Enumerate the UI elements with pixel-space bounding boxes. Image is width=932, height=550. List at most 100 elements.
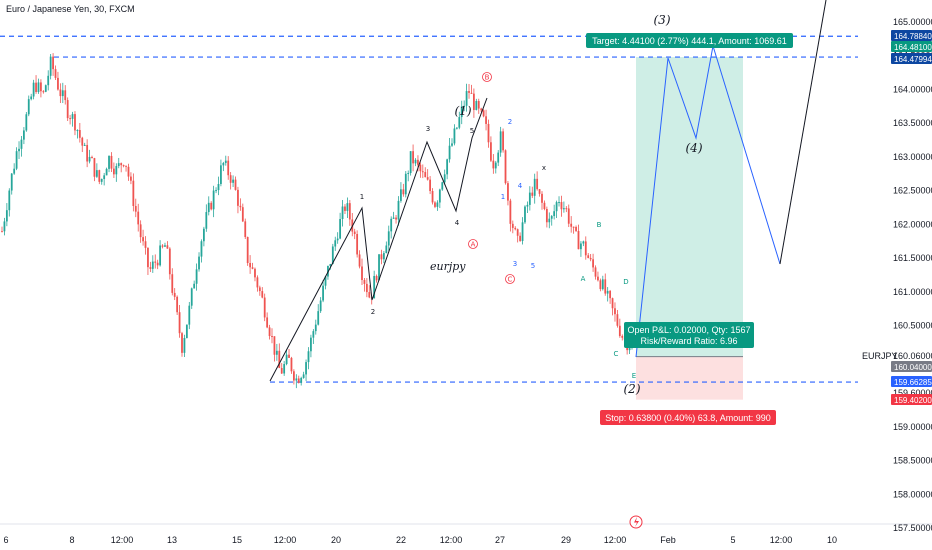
candle-body [533, 178, 536, 196]
candle-body [195, 269, 198, 284]
candle-body [74, 114, 76, 131]
candle-body [234, 179, 237, 190]
candle-body [344, 206, 346, 211]
candle-body [331, 246, 334, 264]
candle-body [193, 283, 196, 289]
candle-body [575, 226, 577, 231]
candle-body [310, 337, 312, 352]
candle-body [132, 180, 135, 207]
candle-body [407, 173, 410, 175]
big-wave-label: (1) [455, 104, 472, 118]
candle-body [288, 354, 290, 358]
candle-body [472, 93, 475, 110]
candle-body [166, 245, 169, 249]
time-tick-label: 10 [827, 535, 837, 545]
candle-body [618, 325, 621, 336]
time-axis-ticks: 6 8 12:00 13 15 12:00 20 22 12:00 27 29 12:00 Feb 5 12… [3, 535, 837, 545]
price-tick-label: 162.00000 [893, 219, 932, 229]
time-tick-label: 22 [396, 535, 406, 545]
candle-body [147, 247, 149, 268]
candle-body [409, 151, 412, 174]
time-tick-label: 12:00 [111, 535, 134, 545]
candle-body [54, 69, 57, 78]
time-tick-label: 29 [561, 535, 571, 545]
candle-body [438, 189, 441, 203]
circle-wave-marker [468, 239, 478, 249]
candle-body [241, 207, 244, 222]
candle-body [424, 172, 427, 178]
candle-body [334, 240, 337, 247]
candle-body [614, 308, 616, 315]
candle-body [419, 164, 422, 172]
candle-body [451, 143, 453, 146]
candle-body [562, 208, 565, 210]
candle-body [285, 354, 288, 365]
candle-body [468, 91, 470, 93]
candle-body [130, 176, 132, 181]
candle-body [587, 255, 590, 258]
candle-body [71, 114, 74, 119]
target-zone[interactable] [636, 57, 743, 357]
wave-label: 4 [518, 182, 523, 190]
candle-body [380, 254, 383, 260]
candle-body [237, 189, 239, 206]
candle-body [580, 243, 582, 250]
candle-body [584, 241, 587, 256]
candle-body [32, 82, 35, 97]
price-tick-label: 164.00000 [893, 84, 932, 94]
candle-body [365, 283, 368, 293]
event-icon[interactable] [629, 515, 643, 529]
candle-body [210, 202, 213, 210]
stop-zone[interactable] [636, 356, 743, 400]
candle-body [178, 312, 181, 334]
price-tick-label: 161.50000 [893, 253, 932, 263]
candle-body [205, 212, 208, 229]
candle-body [142, 237, 144, 242]
candle-body [15, 151, 18, 169]
candle-body [44, 85, 47, 92]
candle-body [154, 261, 157, 263]
wave-label: 5 [531, 262, 535, 270]
candle-body [280, 367, 283, 374]
candle-body [103, 175, 106, 180]
price-axis[interactable] [858, 0, 932, 524]
candle-body [266, 317, 269, 328]
candle-body [268, 327, 271, 337]
price-axis-ticks: 165.00000164.50000164.00000163.50000163.… [893, 17, 932, 533]
candle-body [514, 227, 517, 230]
candle-body [373, 275, 376, 299]
candle-body [521, 222, 524, 241]
candle-body [40, 82, 42, 92]
candle-body [108, 155, 110, 169]
candle-body [475, 101, 478, 110]
candle-body [69, 118, 72, 120]
candle-body [37, 82, 40, 92]
candle-body [528, 192, 531, 205]
candle-body [385, 245, 388, 254]
circle-wave-marker [505, 274, 515, 284]
stop-label[interactable]: Stop: 0.63800 (0.40%) 63.8, Amount: 990 [600, 410, 776, 425]
pnl-label[interactable]: Open P&L: 0.02000, Qty: 1567 Risk/Reward… [624, 322, 754, 348]
candle-body [258, 287, 261, 292]
candle-body [348, 203, 351, 220]
candle-body [18, 148, 20, 152]
circle-wave-label: A [471, 241, 476, 249]
wave-label: A [581, 275, 586, 283]
candle-body [66, 100, 69, 119]
candle-body [217, 184, 220, 191]
candle-body [446, 159, 449, 175]
candle-body [20, 139, 23, 149]
time-tick-label: 20 [331, 535, 341, 545]
candle-body [207, 202, 210, 213]
candle-body [324, 276, 327, 286]
candle-body [353, 231, 356, 235]
candle-body [202, 228, 205, 242]
candle-body [159, 245, 162, 266]
target-label[interactable]: Target: 4.44100 (2.77%) 444.1, Amount: 1… [586, 33, 793, 48]
candle-body [188, 305, 191, 325]
candle-body [560, 202, 563, 210]
candle-body [526, 204, 529, 207]
wave-label: E [632, 372, 636, 380]
candle-body [375, 275, 378, 281]
